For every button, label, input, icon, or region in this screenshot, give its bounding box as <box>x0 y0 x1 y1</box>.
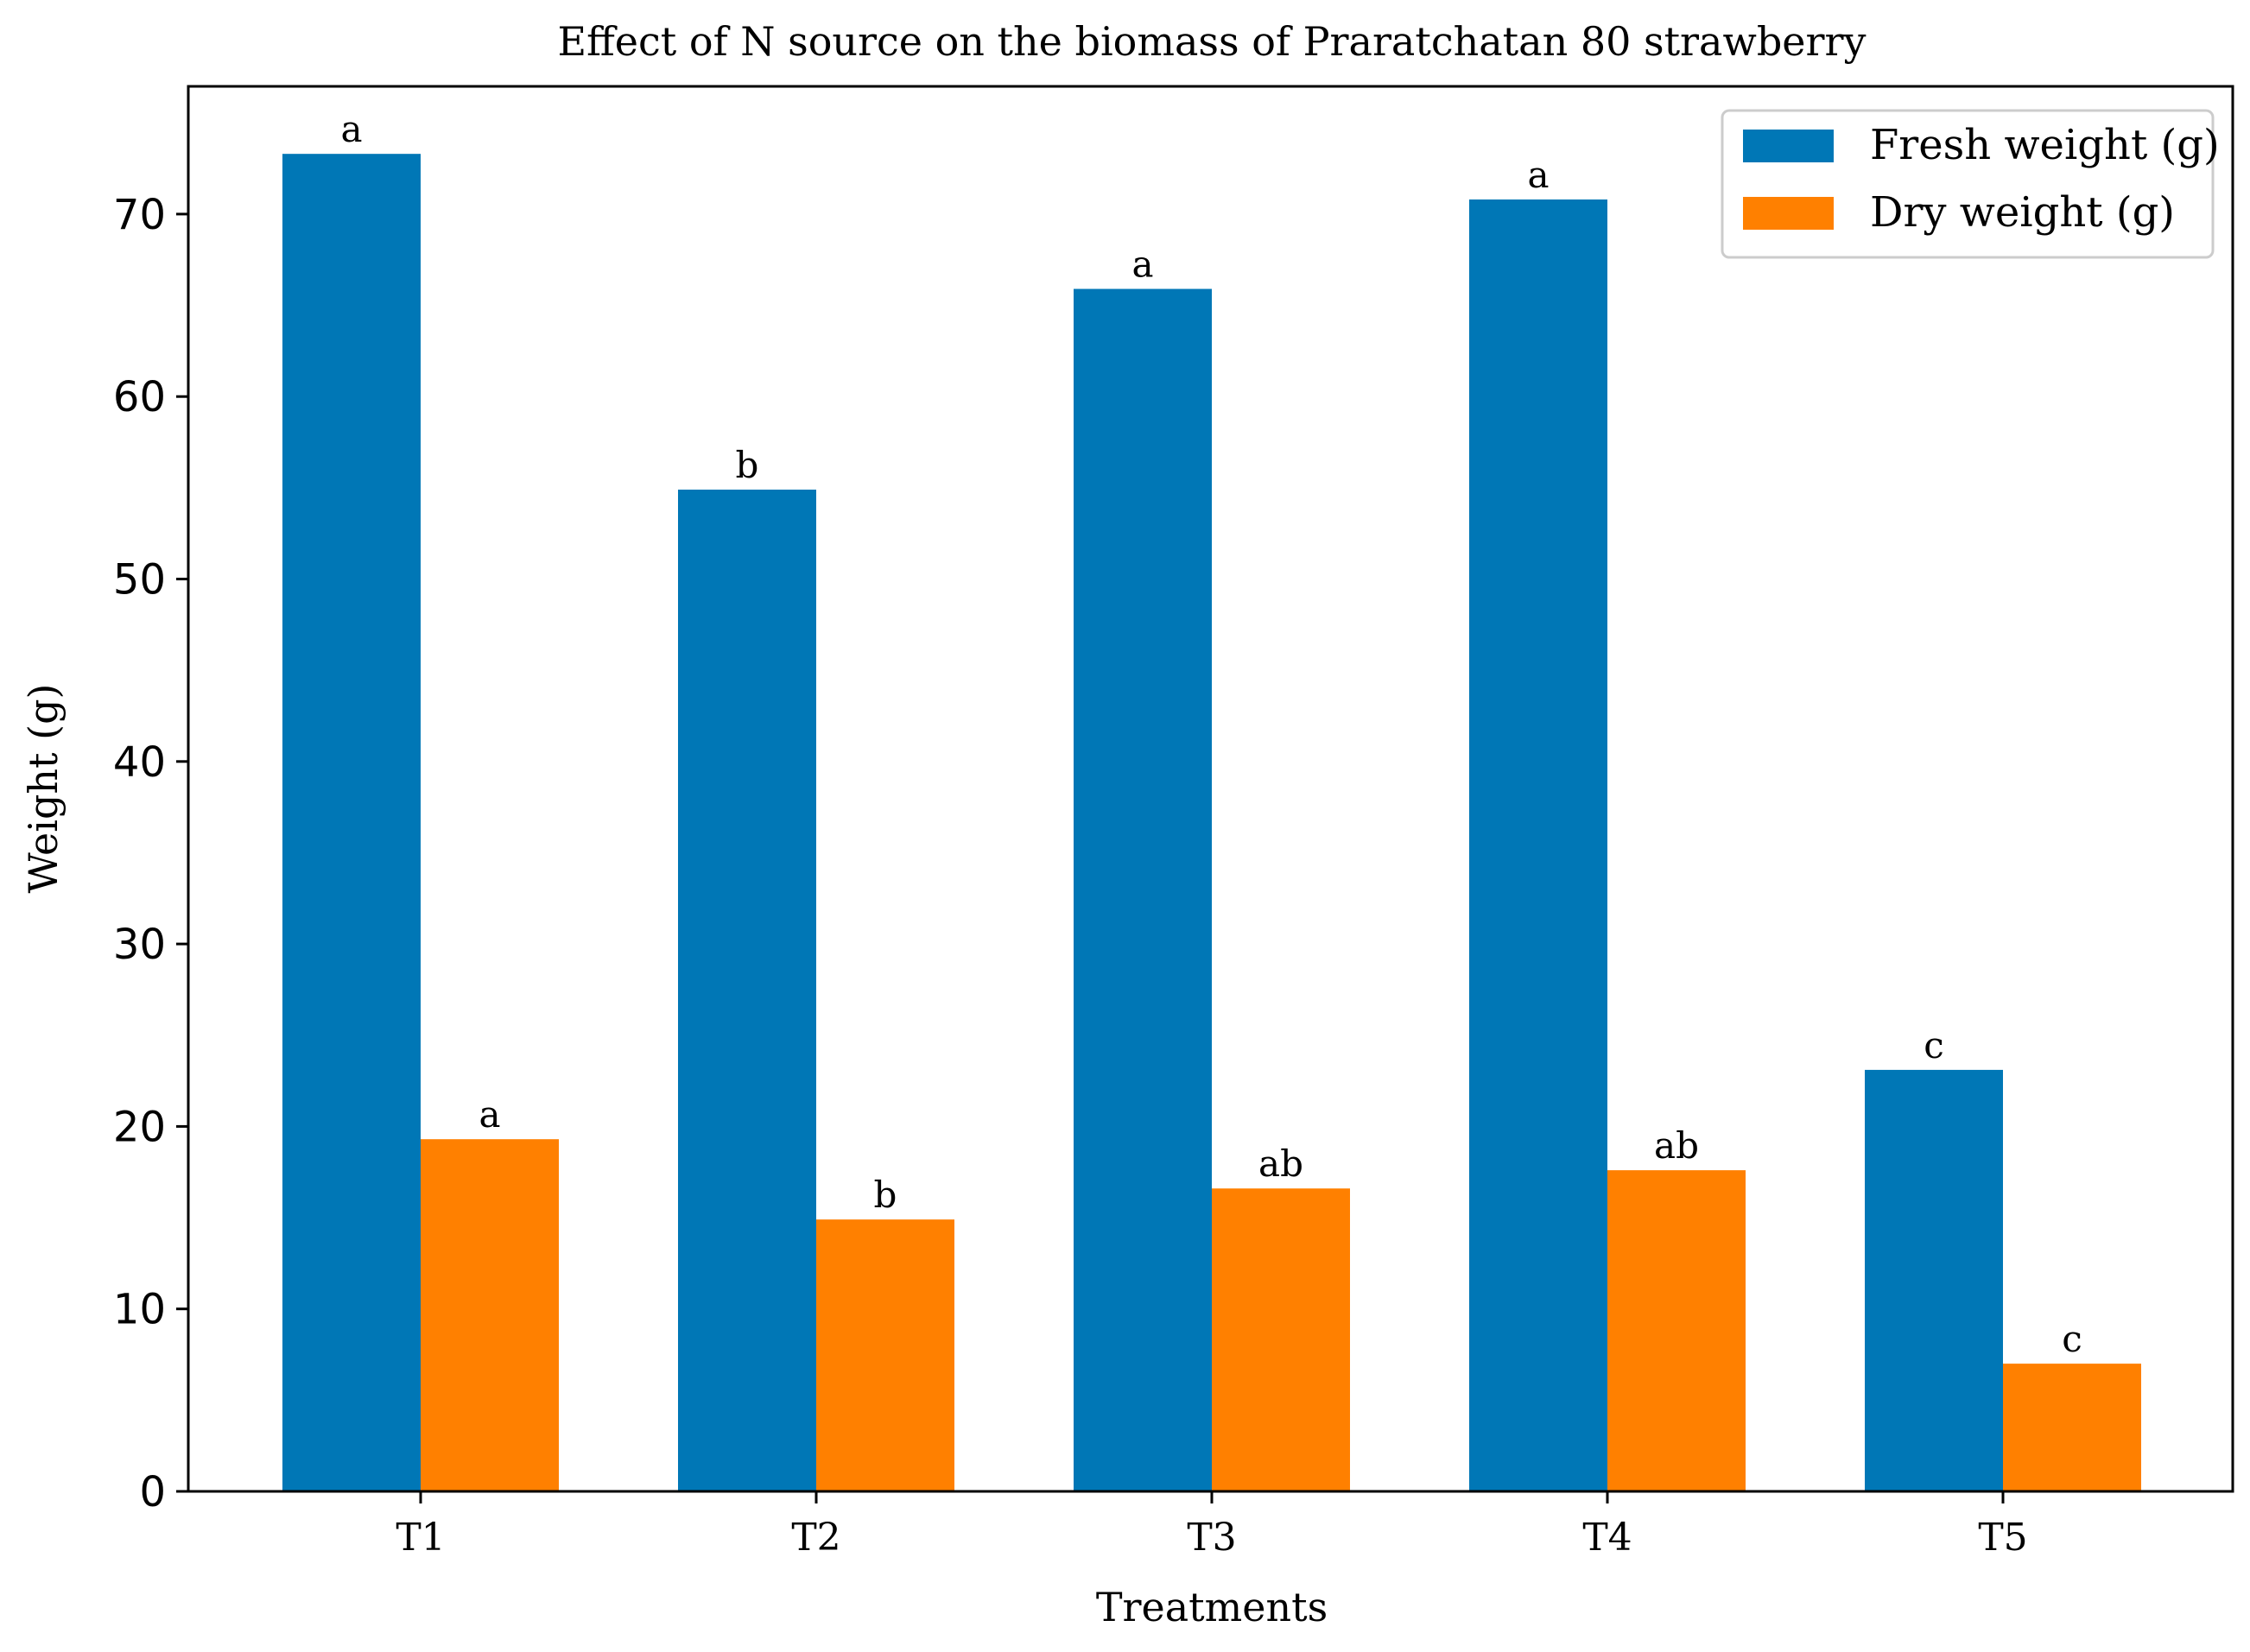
bar-fresh-T3 <box>1074 288 1212 1492</box>
bar-label-fresh-T2: b <box>736 444 759 486</box>
legend-box <box>1721 109 2215 259</box>
bar-dry-T4 <box>1607 1170 1746 1491</box>
bar-label-fresh-T3: a <box>1131 244 1153 286</box>
legend: Fresh weight (g) Dry weight (g) <box>1721 109 2220 259</box>
legend-swatch-dry <box>1743 197 1834 230</box>
bar-label-fresh-T1: a <box>340 108 362 150</box>
bar-label-fresh-T4: a <box>1527 154 1549 196</box>
x-axis-ticks: T1 T2 T3 T4 T5 <box>396 1491 2028 1560</box>
bar-label-dry-T4: ab <box>1654 1124 1699 1167</box>
bar-dry-T2 <box>816 1219 954 1491</box>
plot-frame <box>187 85 2234 1493</box>
y-tick-label: 0 <box>139 1468 166 1516</box>
y-tick-label: 10 <box>113 1286 166 1334</box>
y-axis-ticks: 0 10 20 30 40 50 60 70 <box>113 191 188 1516</box>
chart-title: Effect of N source on the biomass of Pra… <box>558 18 1867 65</box>
x-tick-label-T2: T2 <box>791 1516 840 1560</box>
y-tick-label: 20 <box>113 1103 166 1151</box>
y-tick-label: 70 <box>113 191 166 239</box>
bar-label-dry-T3: ab <box>1258 1142 1303 1185</box>
bar-fresh-T1 <box>282 154 421 1491</box>
legend-label-fresh: Fresh weight (g) <box>1870 121 2220 169</box>
bar-dry-T5 <box>2003 1364 2141 1491</box>
y-axis-label: Weight (g) <box>20 684 67 894</box>
bar-fresh-T5 <box>1865 1069 2003 1491</box>
bar-fresh-T4 <box>1469 199 1607 1492</box>
bar-label-dry-T5: c <box>2062 1318 2082 1360</box>
legend-label-dry: Dry weight (g) <box>1870 188 2175 237</box>
bar-dry-T3 <box>1212 1188 1350 1491</box>
y-tick-label: 40 <box>113 738 166 787</box>
bars-group <box>282 154 2141 1492</box>
bar-dry-T1 <box>421 1139 559 1491</box>
x-tick-label-T5: T5 <box>1978 1516 2027 1560</box>
y-tick-label: 30 <box>113 921 166 969</box>
x-axis-label: Treatments <box>1096 1584 1328 1630</box>
x-tick-label-T3: T3 <box>1187 1516 1236 1560</box>
bar-label-dry-T2: b <box>874 1174 897 1216</box>
y-tick-label: 50 <box>113 556 166 604</box>
y-tick-label: 60 <box>113 373 166 421</box>
legend-swatch-fresh <box>1743 130 1834 162</box>
x-tick-label-T1: T1 <box>396 1516 445 1560</box>
bar-label-fresh-T5: c <box>1924 1024 1944 1067</box>
bar-fresh-T2 <box>678 489 816 1491</box>
bar-label-dry-T1: a <box>479 1093 500 1136</box>
x-tick-label-T4: T4 <box>1582 1516 1632 1560</box>
